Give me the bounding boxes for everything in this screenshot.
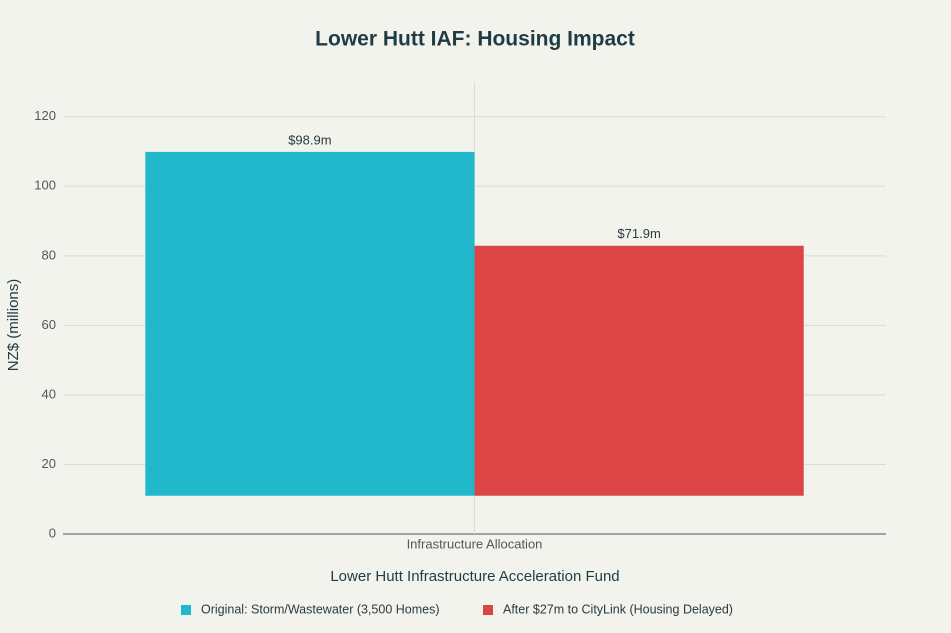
chart-title: Lower Hutt IAF: Housing Impact xyxy=(315,28,635,51)
bar xyxy=(145,151,475,496)
y-tick-label: 20 xyxy=(42,456,56,471)
y-tick-label: 120 xyxy=(34,108,56,123)
y-tick-label: 40 xyxy=(42,386,56,401)
x-tick-label: Infrastructure Allocation xyxy=(407,536,543,551)
legend-label: Original: Storm/Wastewater (3,500 Homes) xyxy=(201,602,440,616)
y-axis-title: NZ$ (millions) xyxy=(5,279,22,372)
legend-swatch xyxy=(483,605,493,615)
legend-swatch xyxy=(181,605,191,615)
y-tick-label: 100 xyxy=(34,178,56,193)
legend-label: After $27m to CityLink (Housing Delayed) xyxy=(503,602,733,616)
y-tick-label: 0 xyxy=(49,525,56,540)
value-label: $98.9m xyxy=(288,132,331,147)
bar xyxy=(474,245,804,496)
value-label: $71.9m xyxy=(617,226,660,241)
y-tick-label: 60 xyxy=(42,317,56,332)
x-axis-title: Lower Hutt Infrastructure Acceleration F… xyxy=(330,568,619,585)
y-tick-label: 80 xyxy=(42,247,56,262)
